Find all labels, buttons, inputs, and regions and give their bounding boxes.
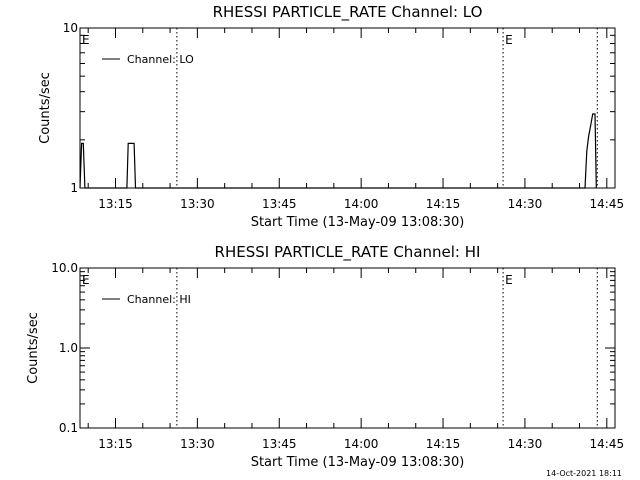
lo-channel-panel: RHESSI PARTICLE_RATE Channel: LO Start Ti… bbox=[38, 3, 624, 230]
x-tick-label: 14:00 bbox=[344, 437, 379, 451]
event-flag-label: E bbox=[505, 33, 513, 47]
y-tick-label: 0.1 bbox=[59, 421, 78, 435]
x-tick-label: 13:45 bbox=[262, 197, 297, 211]
x-tick-label: 13:15 bbox=[98, 437, 133, 451]
x-tick-label: 14:45 bbox=[590, 437, 625, 451]
y-tick-label: 10.0 bbox=[51, 261, 78, 275]
chart-title: RHESSI PARTICLE_RATE Channel: HI bbox=[215, 243, 481, 262]
x-tick-label: 14:30 bbox=[508, 197, 543, 211]
event-flag-label: E bbox=[82, 273, 90, 287]
y-axis-label: Counts/sec bbox=[26, 312, 41, 384]
x-tick-label: 13:15 bbox=[98, 197, 133, 211]
y-tick-label: 1 bbox=[70, 181, 78, 195]
x-tick-label: 13:30 bbox=[180, 197, 215, 211]
legend-entry-label: Channel: LO bbox=[127, 53, 194, 66]
event-flag-label: E bbox=[82, 33, 90, 47]
legend-entry-label: Channel: HI bbox=[127, 293, 191, 306]
y-tick-label: 10 bbox=[63, 21, 78, 35]
event-flag-label: E bbox=[505, 273, 513, 287]
plot-frame bbox=[79, 27, 616, 189]
x-tick-label: 14:00 bbox=[344, 197, 379, 211]
x-tick-label: 14:45 bbox=[590, 197, 625, 211]
x-axis-label: Start Time (13-May-09 13:08:30) bbox=[251, 455, 465, 470]
x-tick-label: 13:45 bbox=[262, 437, 297, 451]
footer-timestamp: 14-Oct-2021 18:11 bbox=[546, 469, 622, 478]
hi-channel-panel: RHESSI PARTICLE_RATE Channel: HI Start Ti… bbox=[26, 243, 624, 470]
chart-title: RHESSI PARTICLE_RATE Channel: LO bbox=[213, 3, 483, 22]
y-axis-label: Counts/sec bbox=[38, 72, 53, 144]
x-tick-label: 14:15 bbox=[426, 197, 461, 211]
x-tick-label: 14:15 bbox=[426, 437, 461, 451]
plot-frame bbox=[79, 267, 616, 429]
y-tick-label: 1.0 bbox=[59, 341, 78, 355]
x-axis-label: Start Time (13-May-09 13:08:30) bbox=[251, 215, 465, 230]
data-series-line bbox=[79, 113, 597, 189]
x-tick-label: 14:30 bbox=[508, 437, 543, 451]
x-tick-label: 13:30 bbox=[180, 437, 215, 451]
